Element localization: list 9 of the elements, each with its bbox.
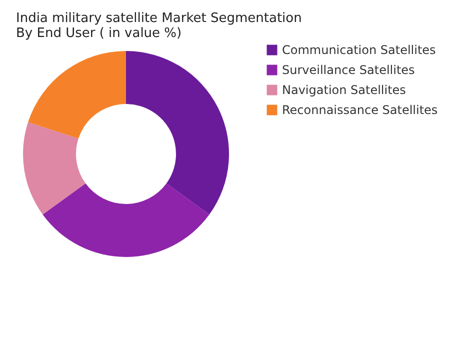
legend-label: Surveillance Satellites: [282, 63, 415, 77]
legend-label: Reconnaissance Satellites: [282, 103, 438, 117]
donut-slice: [42, 183, 210, 257]
legend-label: Navigation Satellites: [282, 83, 406, 97]
donut-slice: [23, 122, 86, 215]
donut-slice: [126, 51, 229, 215]
donut-slice: [28, 51, 126, 139]
legend-label: Communication Satellites: [282, 43, 436, 57]
chart-title: India military satellite Market Segmentation By End User ( in value %): [16, 11, 302, 41]
